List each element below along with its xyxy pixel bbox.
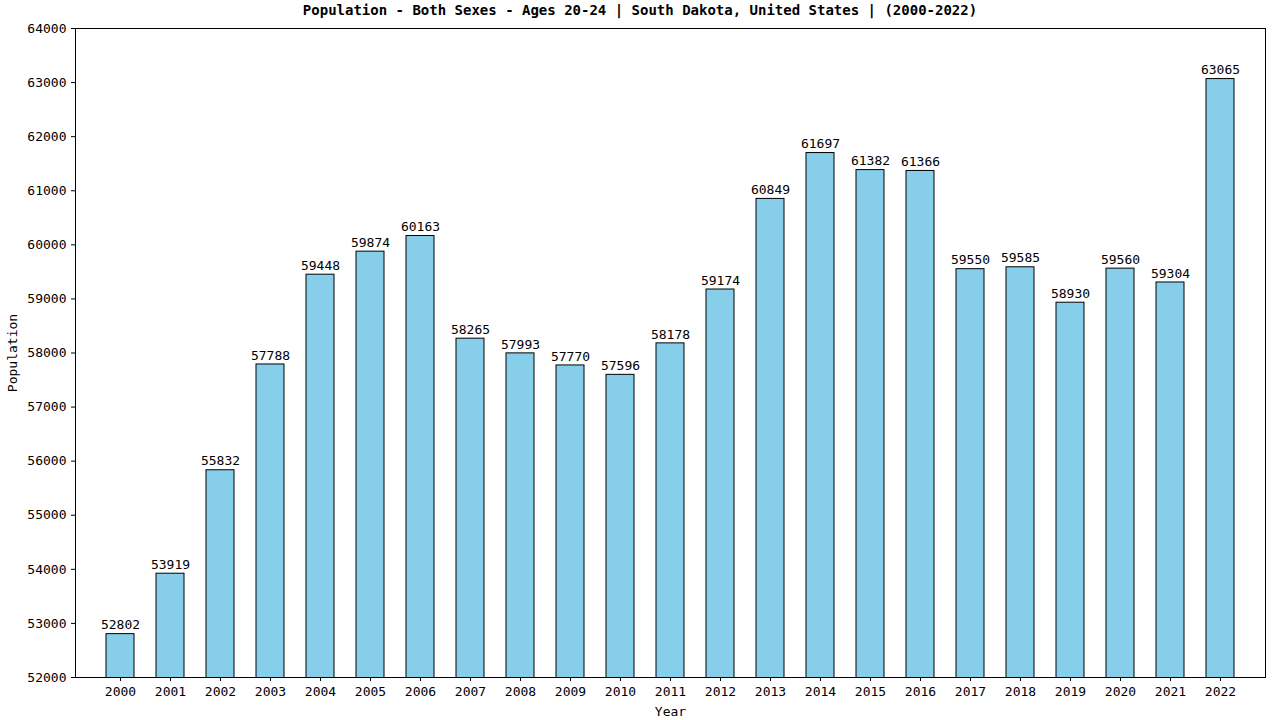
- svg-text:63000: 63000: [27, 75, 66, 90]
- svg-text:2011: 2011: [655, 684, 686, 699]
- svg-text:2005: 2005: [355, 684, 386, 699]
- svg-text:56000: 56000: [27, 453, 66, 468]
- svg-text:60163: 60163: [401, 219, 440, 234]
- svg-text:55832: 55832: [201, 453, 240, 468]
- html-text:Population - Both Sexes - Ages: Population - Both Sexes - Ages 20-24 | S…: [302, 2, 978, 18]
- svg-text:2001: 2001: [155, 684, 186, 699]
- svg-text:2014: 2014: [805, 684, 836, 699]
- svg-text:52000: 52000: [27, 670, 66, 685]
- svg-text:54000: 54000: [27, 561, 66, 576]
- svg-text:61366: 61366: [901, 154, 940, 169]
- svg-text:2008: 2008: [505, 684, 536, 699]
- svg-text:2021: 2021: [1155, 684, 1186, 699]
- svg-text:59448: 59448: [301, 258, 340, 273]
- svg-text:53919: 53919: [151, 557, 190, 572]
- svg-text:2015: 2015: [855, 684, 886, 699]
- svg-text:57993: 57993: [501, 337, 540, 352]
- svg-text:2019: 2019: [1055, 684, 1086, 699]
- svg-text:2009: 2009: [555, 684, 586, 699]
- svg-text:57770: 57770: [551, 349, 590, 364]
- svg-text:64000: 64000: [27, 21, 66, 36]
- svg-text:2000: 2000: [105, 684, 136, 699]
- svg-text:2022: 2022: [1205, 684, 1236, 699]
- svg-text:53000: 53000: [27, 616, 66, 631]
- svg-text:59874: 59874: [351, 235, 390, 250]
- svg-text:2003: 2003: [255, 684, 286, 699]
- svg-text:59550: 59550: [951, 252, 990, 267]
- svg-text:57000: 57000: [27, 399, 66, 414]
- svg-text:55000: 55000: [27, 507, 66, 522]
- svg-text:62000: 62000: [27, 129, 66, 144]
- svg-text:59000: 59000: [27, 291, 66, 306]
- svg-text:2020: 2020: [1105, 684, 1136, 699]
- svg-text:2012: 2012: [705, 684, 736, 699]
- svg-text:2006: 2006: [405, 684, 436, 699]
- svg-text:2016: 2016: [905, 684, 936, 699]
- svg-text:2002: 2002: [205, 684, 236, 699]
- svg-text:Population: Population: [5, 314, 20, 392]
- svg-text:58265: 58265: [451, 322, 490, 337]
- svg-text:2007: 2007: [455, 684, 486, 699]
- svg-text:57596: 57596: [601, 358, 640, 373]
- svg-text:2004: 2004: [305, 684, 336, 699]
- svg-text:59304: 59304: [1151, 266, 1190, 281]
- svg-text:2013: 2013: [755, 684, 786, 699]
- svg-text:61000: 61000: [27, 183, 66, 198]
- svg-text:63065: 63065: [1201, 62, 1240, 77]
- svg-text:61697: 61697: [801, 136, 840, 151]
- svg-text:58178: 58178: [651, 327, 690, 342]
- svg-text:2010: 2010: [605, 684, 636, 699]
- svg-text:2017: 2017: [955, 684, 986, 699]
- svg-text:59585: 59585: [1001, 250, 1040, 265]
- svg-text:59174: 59174: [701, 273, 740, 288]
- svg-text:52802: 52802: [101, 617, 140, 632]
- svg-text:58930: 58930: [1051, 286, 1090, 301]
- svg-text:60849: 60849: [751, 182, 790, 197]
- svg-text:61382: 61382: [851, 153, 890, 168]
- svg-text:58000: 58000: [27, 345, 66, 360]
- svg-text:2018: 2018: [1005, 684, 1036, 699]
- svg-text:60000: 60000: [27, 237, 66, 252]
- svg-text:59560: 59560: [1101, 252, 1140, 267]
- svg-text:Year: Year: [655, 704, 686, 719]
- svg-text:57788: 57788: [251, 348, 290, 363]
